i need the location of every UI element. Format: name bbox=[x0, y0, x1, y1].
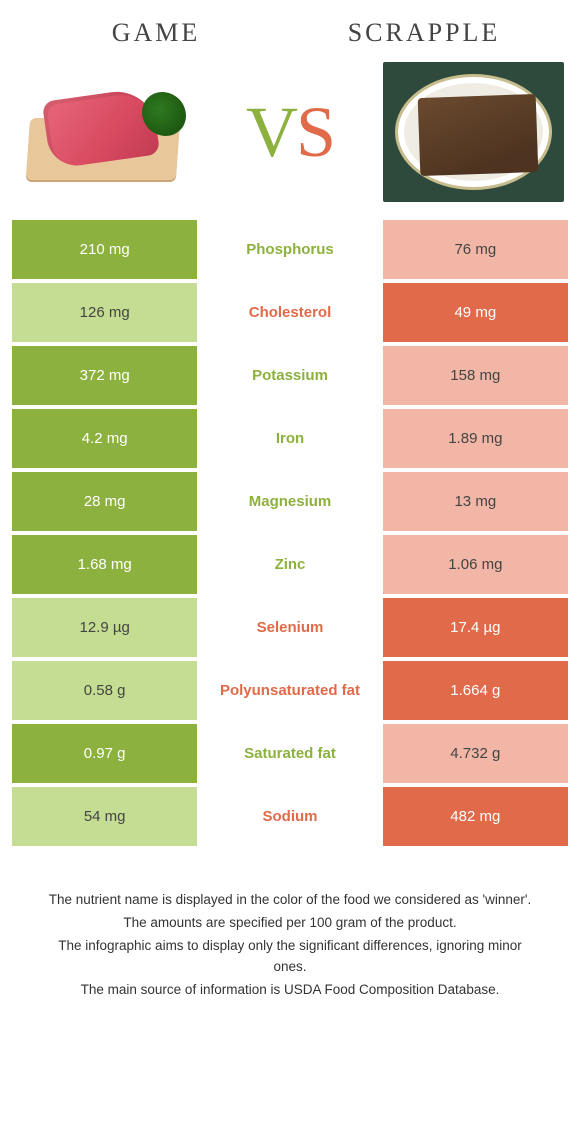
footer-line: The amounts are specified per 100 gram o… bbox=[40, 913, 540, 934]
cell-nutrient-label: Zinc bbox=[197, 535, 382, 594]
footer-notes: The nutrient name is displayed in the co… bbox=[12, 846, 568, 1001]
table-row: 1.68 mgZinc1.06 mg bbox=[12, 535, 568, 594]
cell-left-value: 28 mg bbox=[12, 472, 197, 531]
cell-left-value: 4.2 mg bbox=[12, 409, 197, 468]
title-left: GAME bbox=[22, 18, 290, 48]
cell-left-value: 54 mg bbox=[12, 787, 197, 846]
table-row: 12.9 µgSelenium17.4 µg bbox=[12, 598, 568, 657]
footer-line: The nutrient name is displayed in the co… bbox=[40, 890, 540, 911]
cell-nutrient-label: Phosphorus bbox=[197, 220, 382, 279]
cell-nutrient-label: Magnesium bbox=[197, 472, 382, 531]
cell-left-value: 0.58 g bbox=[12, 661, 197, 720]
hero-row: VS bbox=[12, 62, 568, 220]
infographic: GAME SCRAPPLE VS 210 mgPhosphorus76 mg12… bbox=[0, 0, 580, 1033]
food-image-right bbox=[383, 62, 564, 202]
table-row: 28 mgMagnesium13 mg bbox=[12, 472, 568, 531]
cell-right-value: 1.06 mg bbox=[383, 535, 568, 594]
cell-left-value: 12.9 µg bbox=[12, 598, 197, 657]
cell-nutrient-label: Saturated fat bbox=[197, 724, 382, 783]
table-row: 0.58 gPolyunsaturated fat1.664 g bbox=[12, 661, 568, 720]
cell-nutrient-label: Polyunsaturated fat bbox=[197, 661, 382, 720]
cell-left-value: 210 mg bbox=[12, 220, 197, 279]
cell-nutrient-label: Cholesterol bbox=[197, 283, 382, 342]
food-image-left bbox=[16, 62, 197, 202]
cell-left-value: 0.97 g bbox=[12, 724, 197, 783]
title-row: GAME SCRAPPLE bbox=[12, 18, 568, 62]
cell-right-value: 1.664 g bbox=[383, 661, 568, 720]
cell-left-value: 372 mg bbox=[12, 346, 197, 405]
vs-v: V bbox=[246, 92, 296, 172]
table-row: 372 mgPotassium158 mg bbox=[12, 346, 568, 405]
vs-s: S bbox=[296, 92, 334, 172]
nutrient-table: 210 mgPhosphorus76 mg126 mgCholesterol49… bbox=[12, 220, 568, 846]
cell-right-value: 4.732 g bbox=[383, 724, 568, 783]
cell-right-value: 17.4 µg bbox=[383, 598, 568, 657]
footer-line: The infographic aims to display only the… bbox=[40, 936, 540, 978]
cell-left-value: 126 mg bbox=[12, 283, 197, 342]
cell-left-value: 1.68 mg bbox=[12, 535, 197, 594]
cell-right-value: 13 mg bbox=[383, 472, 568, 531]
cell-right-value: 158 mg bbox=[383, 346, 568, 405]
cell-right-value: 49 mg bbox=[383, 283, 568, 342]
footer-line: The main source of information is USDA F… bbox=[40, 980, 540, 1001]
cell-right-value: 482 mg bbox=[383, 787, 568, 846]
cell-right-value: 76 mg bbox=[383, 220, 568, 279]
cell-right-value: 1.89 mg bbox=[383, 409, 568, 468]
table-row: 0.97 gSaturated fat4.732 g bbox=[12, 724, 568, 783]
table-row: 4.2 mgIron1.89 mg bbox=[12, 409, 568, 468]
table-row: 126 mgCholesterol49 mg bbox=[12, 283, 568, 342]
cell-nutrient-label: Potassium bbox=[197, 346, 382, 405]
vs-label: VS bbox=[205, 91, 375, 174]
title-right: SCRAPPLE bbox=[290, 18, 558, 48]
cell-nutrient-label: Iron bbox=[197, 409, 382, 468]
cell-nutrient-label: Selenium bbox=[197, 598, 382, 657]
table-row: 210 mgPhosphorus76 mg bbox=[12, 220, 568, 279]
table-row: 54 mgSodium482 mg bbox=[12, 787, 568, 846]
cell-nutrient-label: Sodium bbox=[197, 787, 382, 846]
